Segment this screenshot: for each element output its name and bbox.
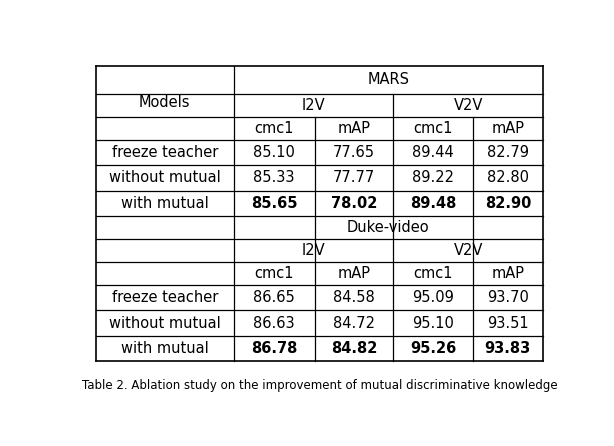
Text: 85.65: 85.65 [251, 196, 297, 211]
Text: without mutual: without mutual [109, 316, 220, 330]
Text: cmc1: cmc1 [254, 266, 294, 281]
Text: 86.78: 86.78 [251, 341, 297, 356]
Text: 85.10: 85.10 [254, 145, 295, 160]
Text: 82.79: 82.79 [487, 145, 529, 160]
Text: cmc1: cmc1 [413, 121, 453, 136]
Text: freeze teacher: freeze teacher [112, 145, 218, 160]
Text: 89.44: 89.44 [412, 145, 454, 160]
Text: V2V: V2V [454, 98, 483, 113]
Text: mAP: mAP [338, 266, 370, 281]
Text: I2V: I2V [301, 98, 325, 113]
Text: 84.58: 84.58 [333, 290, 375, 305]
Text: 86.63: 86.63 [254, 316, 295, 330]
Text: freeze teacher: freeze teacher [112, 290, 218, 305]
Text: 95.10: 95.10 [412, 316, 454, 330]
Text: 89.48: 89.48 [410, 196, 456, 211]
Text: Duke-video: Duke-video [347, 220, 430, 235]
Text: 77.65: 77.65 [333, 145, 375, 160]
Text: 85.33: 85.33 [254, 170, 295, 186]
Text: 95.26: 95.26 [410, 341, 456, 356]
Text: V2V: V2V [454, 243, 483, 258]
Text: without mutual: without mutual [109, 170, 220, 186]
Text: Table 2. Ablation study on the improvement of mutual discriminative knowledge: Table 2. Ablation study on the improveme… [82, 379, 558, 392]
Text: 86.65: 86.65 [254, 290, 295, 305]
Text: Models: Models [139, 95, 190, 110]
Text: mAP: mAP [491, 121, 524, 136]
Text: cmc1: cmc1 [413, 266, 453, 281]
Text: cmc1: cmc1 [254, 121, 294, 136]
Text: I2V: I2V [301, 243, 325, 258]
Text: with mutual: with mutual [121, 196, 209, 211]
Text: 93.70: 93.70 [487, 290, 529, 305]
Text: 95.09: 95.09 [412, 290, 454, 305]
Text: 77.77: 77.77 [333, 170, 375, 186]
Text: mAP: mAP [338, 121, 370, 136]
Text: MARS: MARS [367, 72, 410, 87]
Text: 89.22: 89.22 [412, 170, 454, 186]
Text: mAP: mAP [491, 266, 524, 281]
Text: 82.90: 82.90 [484, 196, 531, 211]
Text: 84.72: 84.72 [333, 316, 375, 330]
Text: with mutual: with mutual [121, 341, 209, 356]
Text: 84.82: 84.82 [331, 341, 377, 356]
Text: 78.02: 78.02 [331, 196, 377, 211]
Text: 93.83: 93.83 [484, 341, 531, 356]
Text: 82.80: 82.80 [487, 170, 529, 186]
Text: 93.51: 93.51 [487, 316, 529, 330]
